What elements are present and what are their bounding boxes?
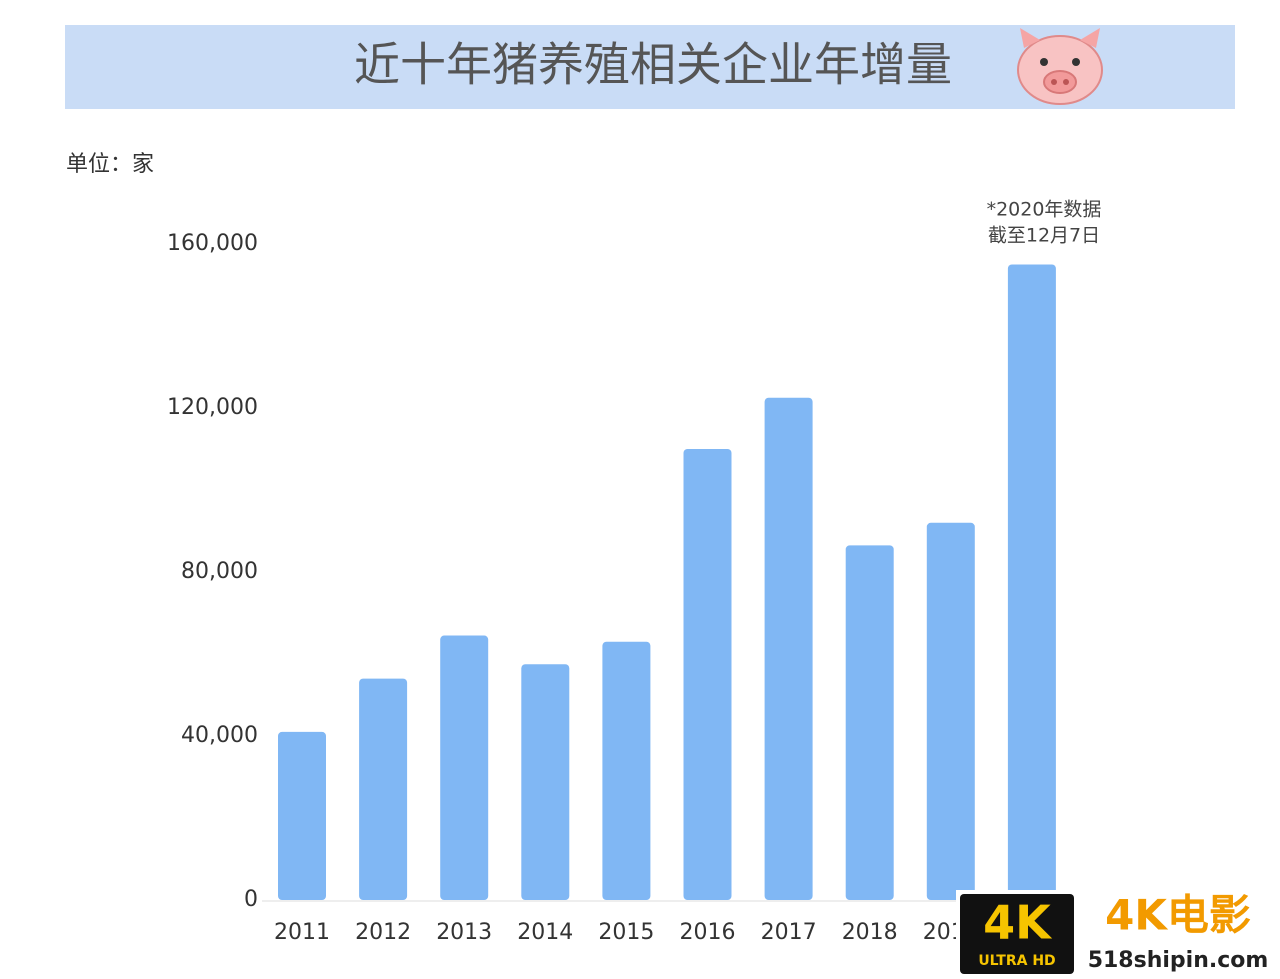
y-tick-label: 160,000: [167, 231, 258, 256]
bar: [845, 545, 894, 900]
bar: [359, 678, 408, 900]
y-tick-label: 80,000: [181, 559, 258, 584]
annotation: 截至12月7日: [988, 225, 1100, 247]
x-tick-label: 2017: [761, 920, 817, 945]
bar: [521, 664, 570, 900]
pig-icon: [1017, 28, 1103, 105]
y-tick-label: 120,000: [167, 395, 258, 420]
bar: [1007, 264, 1056, 900]
watermark-badge: 4K: [983, 896, 1053, 950]
watermark: 4K ULTRA HD 4K电影 518shipin.com: [956, 890, 1280, 979]
x-tick-label: 2018: [842, 920, 898, 945]
watermark-badge-sub: ULTRA HD: [978, 953, 1055, 969]
bar: [278, 731, 326, 900]
x-tick-label: 2014: [517, 920, 573, 945]
unit-label: 单位：家: [66, 152, 154, 177]
x-tick-label: 2015: [598, 920, 654, 945]
bar: [440, 635, 489, 900]
x-tick-label: 2012: [355, 920, 411, 945]
chart-title: 近十年猪养殖相关企业年增量: [354, 38, 952, 92]
y-tick-label: 40,000: [181, 723, 258, 748]
x-tick-label: 2016: [680, 920, 736, 945]
watermark-site: 518shipin.com: [1088, 948, 1269, 973]
x-tick-label: 2011: [274, 920, 330, 945]
bar: [602, 641, 651, 900]
y-tick-label: 0: [244, 887, 258, 912]
bar: [926, 522, 975, 900]
annotation: *2020年数据: [987, 199, 1102, 221]
bar: [764, 397, 813, 900]
x-tick-label: 2013: [436, 920, 492, 945]
bar: [683, 449, 732, 900]
watermark-brand: 4K电影: [1105, 891, 1251, 940]
